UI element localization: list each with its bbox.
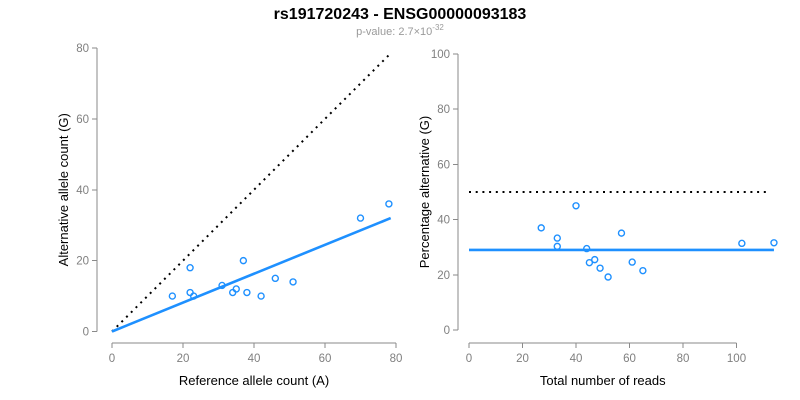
chart-panels: 0 20 40 60 80 0 20 40 60 80 Reference allele count… [56, 43, 778, 388]
figure-title: rs191720243 - ENSG00000093183 [274, 6, 527, 23]
y-tick-label: 60 [437, 159, 450, 171]
y-tick-label: 40 [437, 215, 450, 227]
left-panel: 0 20 40 60 80 0 20 40 60 80 Reference allele count… [56, 43, 402, 388]
x-tick-label: 60 [319, 353, 332, 365]
data-point [168, 292, 177, 300]
data-point [186, 288, 194, 297]
x-tick-label: 20 [516, 353, 529, 365]
data-point [243, 288, 251, 297]
data-point [186, 264, 194, 272]
identity-line [111, 54, 390, 333]
data-point [770, 239, 778, 247]
y-tick-label: 60 [76, 114, 89, 126]
data-point [572, 202, 580, 210]
x-tick-label: 40 [570, 353, 583, 365]
y-tick-label: 80 [437, 104, 450, 116]
x-tick-label: 0 [466, 353, 472, 365]
y-tick-label: 20 [76, 256, 89, 268]
data-point [591, 255, 599, 264]
data-point [218, 281, 226, 290]
data-point [738, 239, 746, 248]
x-axis-title: Reference allele count (A) [179, 373, 329, 388]
y-tick-label: 40 [76, 185, 89, 197]
data-point [639, 266, 647, 275]
x-tick-label: 0 [109, 353, 115, 365]
figure-subtitle: p-value: 2.7×10-32 [356, 23, 444, 38]
data-point [604, 273, 612, 281]
y-axis-title: Alternative allele count (G) [56, 113, 71, 266]
x-tick-label: 20 [177, 353, 190, 365]
x-tick-label: 60 [623, 353, 636, 365]
x-axis-title: Total number of reads [540, 373, 666, 388]
data-point [189, 292, 198, 300]
data-point [596, 264, 604, 272]
y-axis-title: Percentage alternative (G) [417, 116, 432, 268]
x-tick-label: 80 [390, 353, 403, 365]
pvalue-exponent: -32 [432, 23, 444, 32]
x-tick-label: 40 [248, 353, 261, 365]
data-point [257, 292, 265, 300]
fit-line [111, 216, 392, 333]
data-point [553, 234, 561, 242]
data-point [583, 244, 591, 253]
data-point [553, 242, 561, 251]
x-tick-label: 80 [677, 353, 690, 365]
right-panel: 0 20 40 60 80 100 0 20 40 60 80 100 Total number of … [417, 49, 778, 388]
y-tick-label: 0 [83, 327, 89, 339]
data-point [537, 224, 545, 232]
y-tick-label: 20 [437, 270, 450, 282]
data-point [385, 200, 393, 208]
data-point [628, 258, 636, 266]
data-point [232, 285, 240, 293]
pvalue-text: p-value: 2.7×10 [356, 26, 432, 38]
data-point [228, 288, 237, 297]
data-point [239, 256, 248, 265]
y-tick-label: 100 [431, 49, 450, 61]
data-point [617, 229, 626, 237]
data-point [356, 214, 365, 222]
y-tick-label: 0 [444, 325, 450, 337]
data-point [271, 274, 279, 283]
x-tick-label: 100 [727, 353, 746, 365]
data-point [289, 278, 297, 286]
data-point [585, 258, 594, 267]
y-tick-label: 80 [76, 43, 89, 55]
